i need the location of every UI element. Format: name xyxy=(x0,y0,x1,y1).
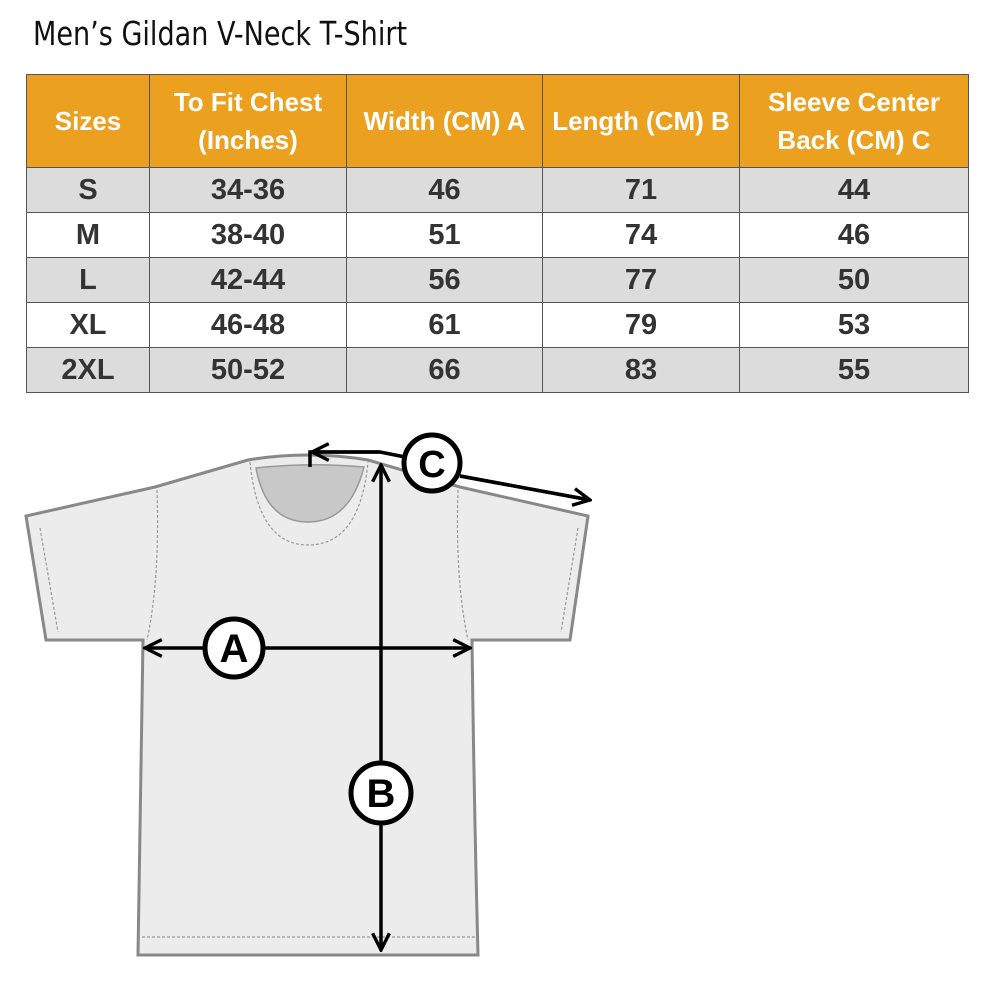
table-cell: 77 xyxy=(542,257,740,303)
table-cell: 50 xyxy=(739,257,969,303)
header-length: Length (CM) B xyxy=(542,74,740,168)
table-cell: 50-52 xyxy=(149,347,347,393)
table-cell: 46-48 xyxy=(149,302,347,348)
label-b-badge: B xyxy=(348,760,414,826)
table-cell: 46 xyxy=(739,212,969,258)
header-sizes: Sizes xyxy=(26,74,150,168)
table-cell: 55 xyxy=(739,347,969,393)
table-cell: 61 xyxy=(346,302,543,348)
label-a-badge: A xyxy=(202,616,266,680)
table-cell: S xyxy=(26,167,150,213)
table-cell: 71 xyxy=(542,167,740,213)
header-chest: To Fit Chest (Inches) xyxy=(149,74,347,168)
table-cell: 51 xyxy=(346,212,543,258)
table-cell: M xyxy=(26,212,150,258)
table-cell: 53 xyxy=(739,302,969,348)
header-sleeve: Sleeve Center Back (CM) C xyxy=(739,74,969,168)
table-cell: 34-36 xyxy=(149,167,347,213)
table-row: S 34-36 46 71 44 xyxy=(26,167,969,213)
table-row: M 38-40 51 74 46 xyxy=(26,212,969,258)
table-cell: 2XL xyxy=(26,347,150,393)
table-cell: 74 xyxy=(542,212,740,258)
table-cell: 83 xyxy=(542,347,740,393)
label-c-badge: C xyxy=(401,432,463,494)
svg-text:A: A xyxy=(220,627,249,671)
page-title: Men’s Gildan V-Neck T-Shirt xyxy=(33,14,408,53)
table-cell: 38-40 xyxy=(149,212,347,258)
tshirt-outline xyxy=(24,453,590,957)
header-width: Width (CM) A xyxy=(346,74,543,168)
table-row: L 42-44 56 77 50 xyxy=(26,257,969,303)
svg-text:B: B xyxy=(367,772,396,816)
table-cell: 66 xyxy=(346,347,543,393)
collar-inner xyxy=(255,463,365,523)
table-cell: L xyxy=(26,257,150,303)
table-header-row: Sizes To Fit Chest (Inches) Width (CM) A… xyxy=(26,74,969,168)
svg-text:C: C xyxy=(418,444,445,486)
table-row: 2XL 50-52 66 83 55 xyxy=(26,347,969,393)
size-chart-table: Sizes To Fit Chest (Inches) Width (CM) A… xyxy=(26,74,969,393)
